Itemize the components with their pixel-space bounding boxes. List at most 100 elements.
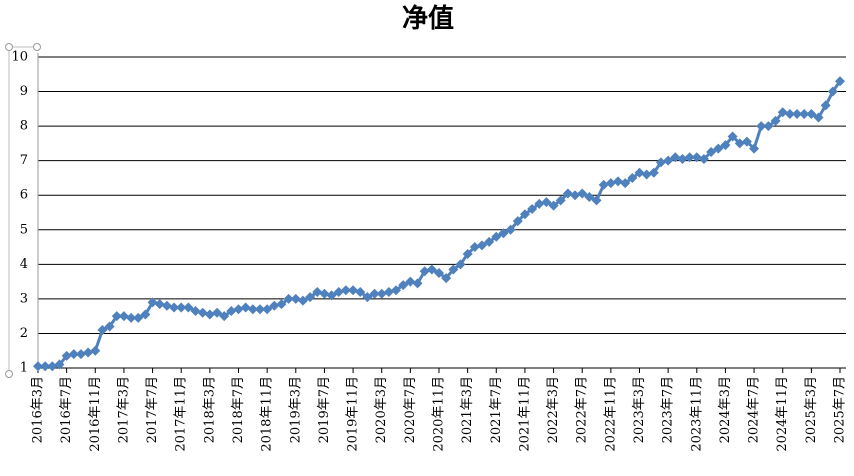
data-point: [154, 299, 165, 310]
data-point: [362, 292, 373, 303]
data-point: [799, 109, 810, 120]
data-point: [498, 228, 509, 239]
data-point: [655, 157, 666, 168]
data-point: [634, 167, 645, 178]
y-tick-label: 6: [20, 188, 28, 203]
data-point: [90, 345, 101, 356]
data-point: [476, 240, 487, 251]
data-point: [706, 147, 717, 158]
data-point: [233, 304, 244, 315]
data-point: [613, 176, 624, 187]
data-point: [190, 305, 201, 316]
data-point: [290, 293, 301, 304]
handle: [5, 43, 13, 51]
data-point: [355, 286, 366, 297]
x-tick-label: 2016年11月: [88, 376, 103, 452]
data-point: [734, 138, 745, 149]
data-point: [448, 264, 459, 275]
x-tick-label: 2017年7月: [145, 376, 160, 443]
y-tick-label: 4: [20, 257, 28, 272]
x-tick-label: 2022年7月: [575, 376, 590, 443]
data-point: [698, 153, 709, 164]
data-point: [212, 307, 223, 318]
data-point: [741, 136, 752, 147]
x-tick-label: 2017年11月: [174, 376, 189, 452]
data-point: [391, 285, 402, 296]
data-point: [491, 231, 502, 242]
data-point: [548, 200, 559, 211]
data-point: [47, 361, 58, 372]
data-point: [276, 299, 287, 310]
x-tick-label: 2025年3月: [804, 376, 819, 443]
x-tick-label: 2018年11月: [260, 376, 275, 452]
data-point: [283, 293, 294, 304]
data-point: [240, 302, 251, 313]
y-tick-label: 5: [20, 222, 28, 237]
data-point: [140, 309, 151, 320]
data-point: [405, 276, 416, 287]
y-tick-label: 2: [20, 326, 28, 341]
y-tick-label: 8: [20, 119, 28, 134]
data-point: [727, 131, 738, 142]
data-point: [441, 273, 452, 284]
data-point: [254, 304, 265, 315]
data-point: [197, 307, 208, 318]
data-point: [505, 224, 516, 235]
data-point: [835, 76, 845, 87]
data-point: [749, 143, 760, 154]
data-point: [340, 285, 351, 296]
x-tick-label: 2021年7月: [489, 376, 504, 443]
data-point: [770, 115, 781, 126]
data-point: [813, 112, 824, 123]
data-point: [777, 107, 788, 118]
x-tick-label: 2023年3月: [632, 376, 647, 443]
data-point: [570, 190, 581, 201]
x-tick-label: 2024年11月: [775, 376, 790, 452]
data-point: [97, 324, 108, 335]
data-point: [305, 292, 316, 303]
data-point: [598, 179, 609, 190]
data-point: [434, 267, 444, 278]
x-tick-label: 2024年3月: [718, 376, 733, 443]
handle: [33, 43, 41, 51]
data-point: [133, 312, 144, 323]
data-point: [68, 349, 79, 360]
data-point: [562, 188, 573, 199]
data-point: [33, 361, 43, 372]
data-point: [111, 311, 122, 322]
x-tick-label: 2020年3月: [374, 376, 389, 443]
data-point: [827, 86, 838, 97]
data-point: [584, 191, 595, 202]
data-point: [455, 259, 466, 270]
data-point: [469, 242, 480, 253]
data-point: [219, 311, 230, 322]
data-point: [541, 197, 552, 208]
x-tick-label: 2016年3月: [31, 376, 46, 443]
data-point: [161, 300, 172, 311]
data-point: [176, 302, 187, 313]
data-point: [648, 167, 659, 178]
x-tick-label: 2022年3月: [546, 376, 561, 443]
data-point: [75, 349, 86, 360]
handle: [5, 370, 13, 378]
data-point: [297, 295, 308, 306]
data-point: [605, 178, 616, 189]
data-point: [512, 216, 523, 227]
x-tick-label: 2020年7月: [403, 376, 418, 443]
data-point: [713, 143, 724, 154]
data-point: [333, 286, 344, 297]
chart-title: 净值: [402, 4, 454, 34]
x-tick-label: 2021年3月: [460, 376, 475, 443]
x-tick-label: 2021年11月: [517, 376, 532, 452]
y-tick-label: 9: [20, 84, 28, 99]
data-point: [670, 152, 681, 163]
y-tick-label: 1: [20, 361, 28, 376]
data-point: [183, 302, 194, 313]
x-tick-label: 2017年3月: [116, 376, 131, 443]
data-point: [756, 121, 767, 132]
data-point: [519, 209, 530, 220]
data-point: [348, 285, 359, 296]
x-tick-label: 2022年11月: [603, 376, 618, 452]
data-point: [226, 305, 237, 316]
